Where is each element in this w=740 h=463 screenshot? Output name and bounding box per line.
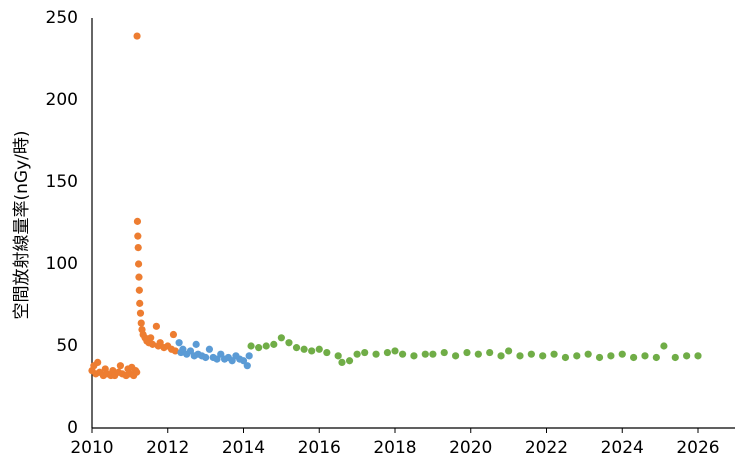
data-point (270, 340, 278, 348)
data-point (135, 273, 143, 281)
data-point (149, 340, 157, 348)
data-point (137, 319, 145, 327)
data-point (243, 362, 251, 370)
data-point (175, 339, 183, 347)
data-point (186, 347, 195, 355)
data-point (192, 340, 200, 348)
data-point (353, 350, 361, 358)
data-point (315, 345, 323, 353)
y-axis-label: 空間放射線量率(nGy/時) (12, 130, 32, 319)
data-point (94, 358, 102, 366)
data-point (361, 348, 369, 357)
data-point (323, 348, 331, 357)
x-tick-label: 2018 (373, 438, 416, 458)
x-tick-label: 2022 (525, 438, 568, 458)
data-point (694, 352, 702, 360)
data-point (171, 347, 179, 355)
data-point (247, 342, 255, 350)
data-point (452, 352, 460, 360)
data-point (334, 352, 342, 360)
data-point (255, 344, 263, 352)
data-point (228, 357, 236, 365)
y-tick-label: 150 (46, 172, 78, 192)
data-point (133, 32, 141, 40)
x-tick-label: 2020 (449, 438, 492, 458)
data-point (156, 339, 164, 347)
data-point (539, 352, 547, 360)
data-point (133, 368, 141, 376)
data-point (429, 350, 437, 358)
x-tick-label: 2012 (146, 438, 189, 458)
data-point (607, 352, 615, 360)
data-point (135, 286, 143, 294)
data-point (440, 348, 448, 357)
data-point (573, 352, 581, 360)
data-point (391, 347, 399, 355)
x-tick-label: 2016 (298, 438, 341, 458)
data-point (285, 339, 293, 347)
y-tick-label: 0 (67, 418, 78, 438)
data-point (134, 244, 142, 252)
data-point (410, 352, 418, 360)
data-point (463, 348, 471, 357)
data-point (277, 334, 285, 342)
data-point (550, 350, 558, 358)
data-point (527, 350, 535, 358)
x-tick-label: 2024 (601, 438, 644, 458)
data-point (683, 352, 691, 360)
data-point (202, 353, 210, 362)
data-point (262, 342, 270, 350)
data-point (152, 322, 160, 330)
data-point (217, 350, 225, 358)
data-point (136, 299, 144, 307)
data-point (245, 352, 253, 360)
x-tick-label: 2026 (676, 438, 719, 458)
data-point (660, 342, 668, 350)
data-point (136, 309, 145, 317)
data-point (213, 355, 221, 363)
y-tick-label: 100 (46, 254, 78, 274)
data-point (486, 348, 494, 357)
data-point (169, 330, 178, 339)
data-point (516, 352, 524, 360)
data-point (671, 353, 679, 362)
data-point (134, 232, 142, 240)
data-point (474, 350, 482, 358)
x-tick-label: 2010 (70, 438, 113, 458)
data-point (345, 357, 354, 365)
y-tick-label: 50 (56, 336, 78, 356)
data-point (147, 334, 155, 342)
data-point (338, 358, 346, 366)
data-point (308, 347, 316, 355)
data-point (421, 350, 429, 358)
data-point (383, 348, 392, 357)
data-point (116, 362, 125, 370)
data-point (584, 350, 592, 358)
data-point (398, 350, 407, 358)
data-point (300, 345, 308, 353)
data-point (561, 353, 570, 362)
data-point (630, 353, 638, 362)
y-tick-label: 250 (46, 8, 78, 28)
data-point (618, 350, 626, 358)
data-point (497, 352, 505, 360)
data-point (134, 260, 143, 268)
data-point (205, 345, 214, 353)
y-tick-label: 200 (46, 90, 78, 110)
data-point (641, 352, 649, 360)
data-point (595, 353, 604, 362)
data-point (239, 357, 248, 365)
data-point (179, 345, 187, 353)
x-tick-label: 2014 (222, 438, 265, 458)
data-point (133, 217, 142, 225)
data-point (652, 353, 660, 362)
data-point (505, 347, 513, 355)
data-point (292, 344, 301, 352)
data-point (372, 350, 380, 358)
